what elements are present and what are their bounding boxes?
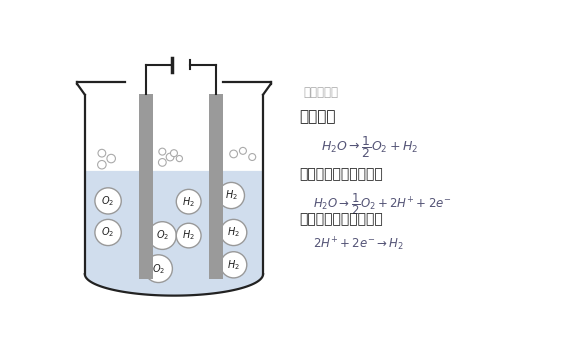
Circle shape [176,189,201,214]
Circle shape [98,161,106,169]
Text: $H_2$: $H_2$ [225,189,238,202]
Circle shape [230,150,238,158]
Text: $H_2O \rightarrow \dfrac{1}{2}O_2 + H_2$: $H_2O \rightarrow \dfrac{1}{2}O_2 + H_2$ [321,134,418,160]
Text: $H_2$: $H_2$ [182,195,195,209]
Circle shape [107,154,116,163]
Bar [139,94,153,279]
Text: 負極（カソード）反応: 負極（カソード）反応 [299,212,383,227]
Text: 正極（アノード）反応: 正極（アノード）反応 [299,167,383,181]
Text: $H_2$: $H_2$ [227,226,240,239]
Bar [209,94,223,279]
Circle shape [221,219,247,246]
Text: 化学反応式: 化学反応式 [303,86,338,99]
Text: $H_2$: $H_2$ [227,258,240,272]
Circle shape [158,158,166,166]
Circle shape [145,255,172,283]
Circle shape [166,153,174,161]
Circle shape [159,148,166,155]
Circle shape [98,149,106,157]
Text: $O_2$: $O_2$ [152,262,165,275]
Circle shape [176,223,201,248]
Polygon shape [85,171,263,295]
Circle shape [95,188,121,214]
Circle shape [95,219,121,246]
Text: $O_2$: $O_2$ [156,229,169,243]
Circle shape [176,155,183,162]
Circle shape [218,182,244,209]
Text: 全体反応: 全体反応 [299,109,336,124]
Text: $O_2$: $O_2$ [101,226,115,239]
Circle shape [171,150,177,157]
Circle shape [221,252,247,278]
Circle shape [149,222,176,249]
Circle shape [239,147,247,154]
Text: $H_2$: $H_2$ [182,229,195,243]
Text: $2H^{+} +2e^{-} \rightarrow H_2$: $2H^{+} +2e^{-} \rightarrow H_2$ [314,236,404,253]
Text: $H_2O \rightarrow \dfrac{1}{2}O_2 + 2H^{+} +2e^{-}$: $H_2O \rightarrow \dfrac{1}{2}O_2 + 2H^{… [314,192,452,217]
Text: $O_2$: $O_2$ [101,194,115,208]
Circle shape [249,154,256,161]
